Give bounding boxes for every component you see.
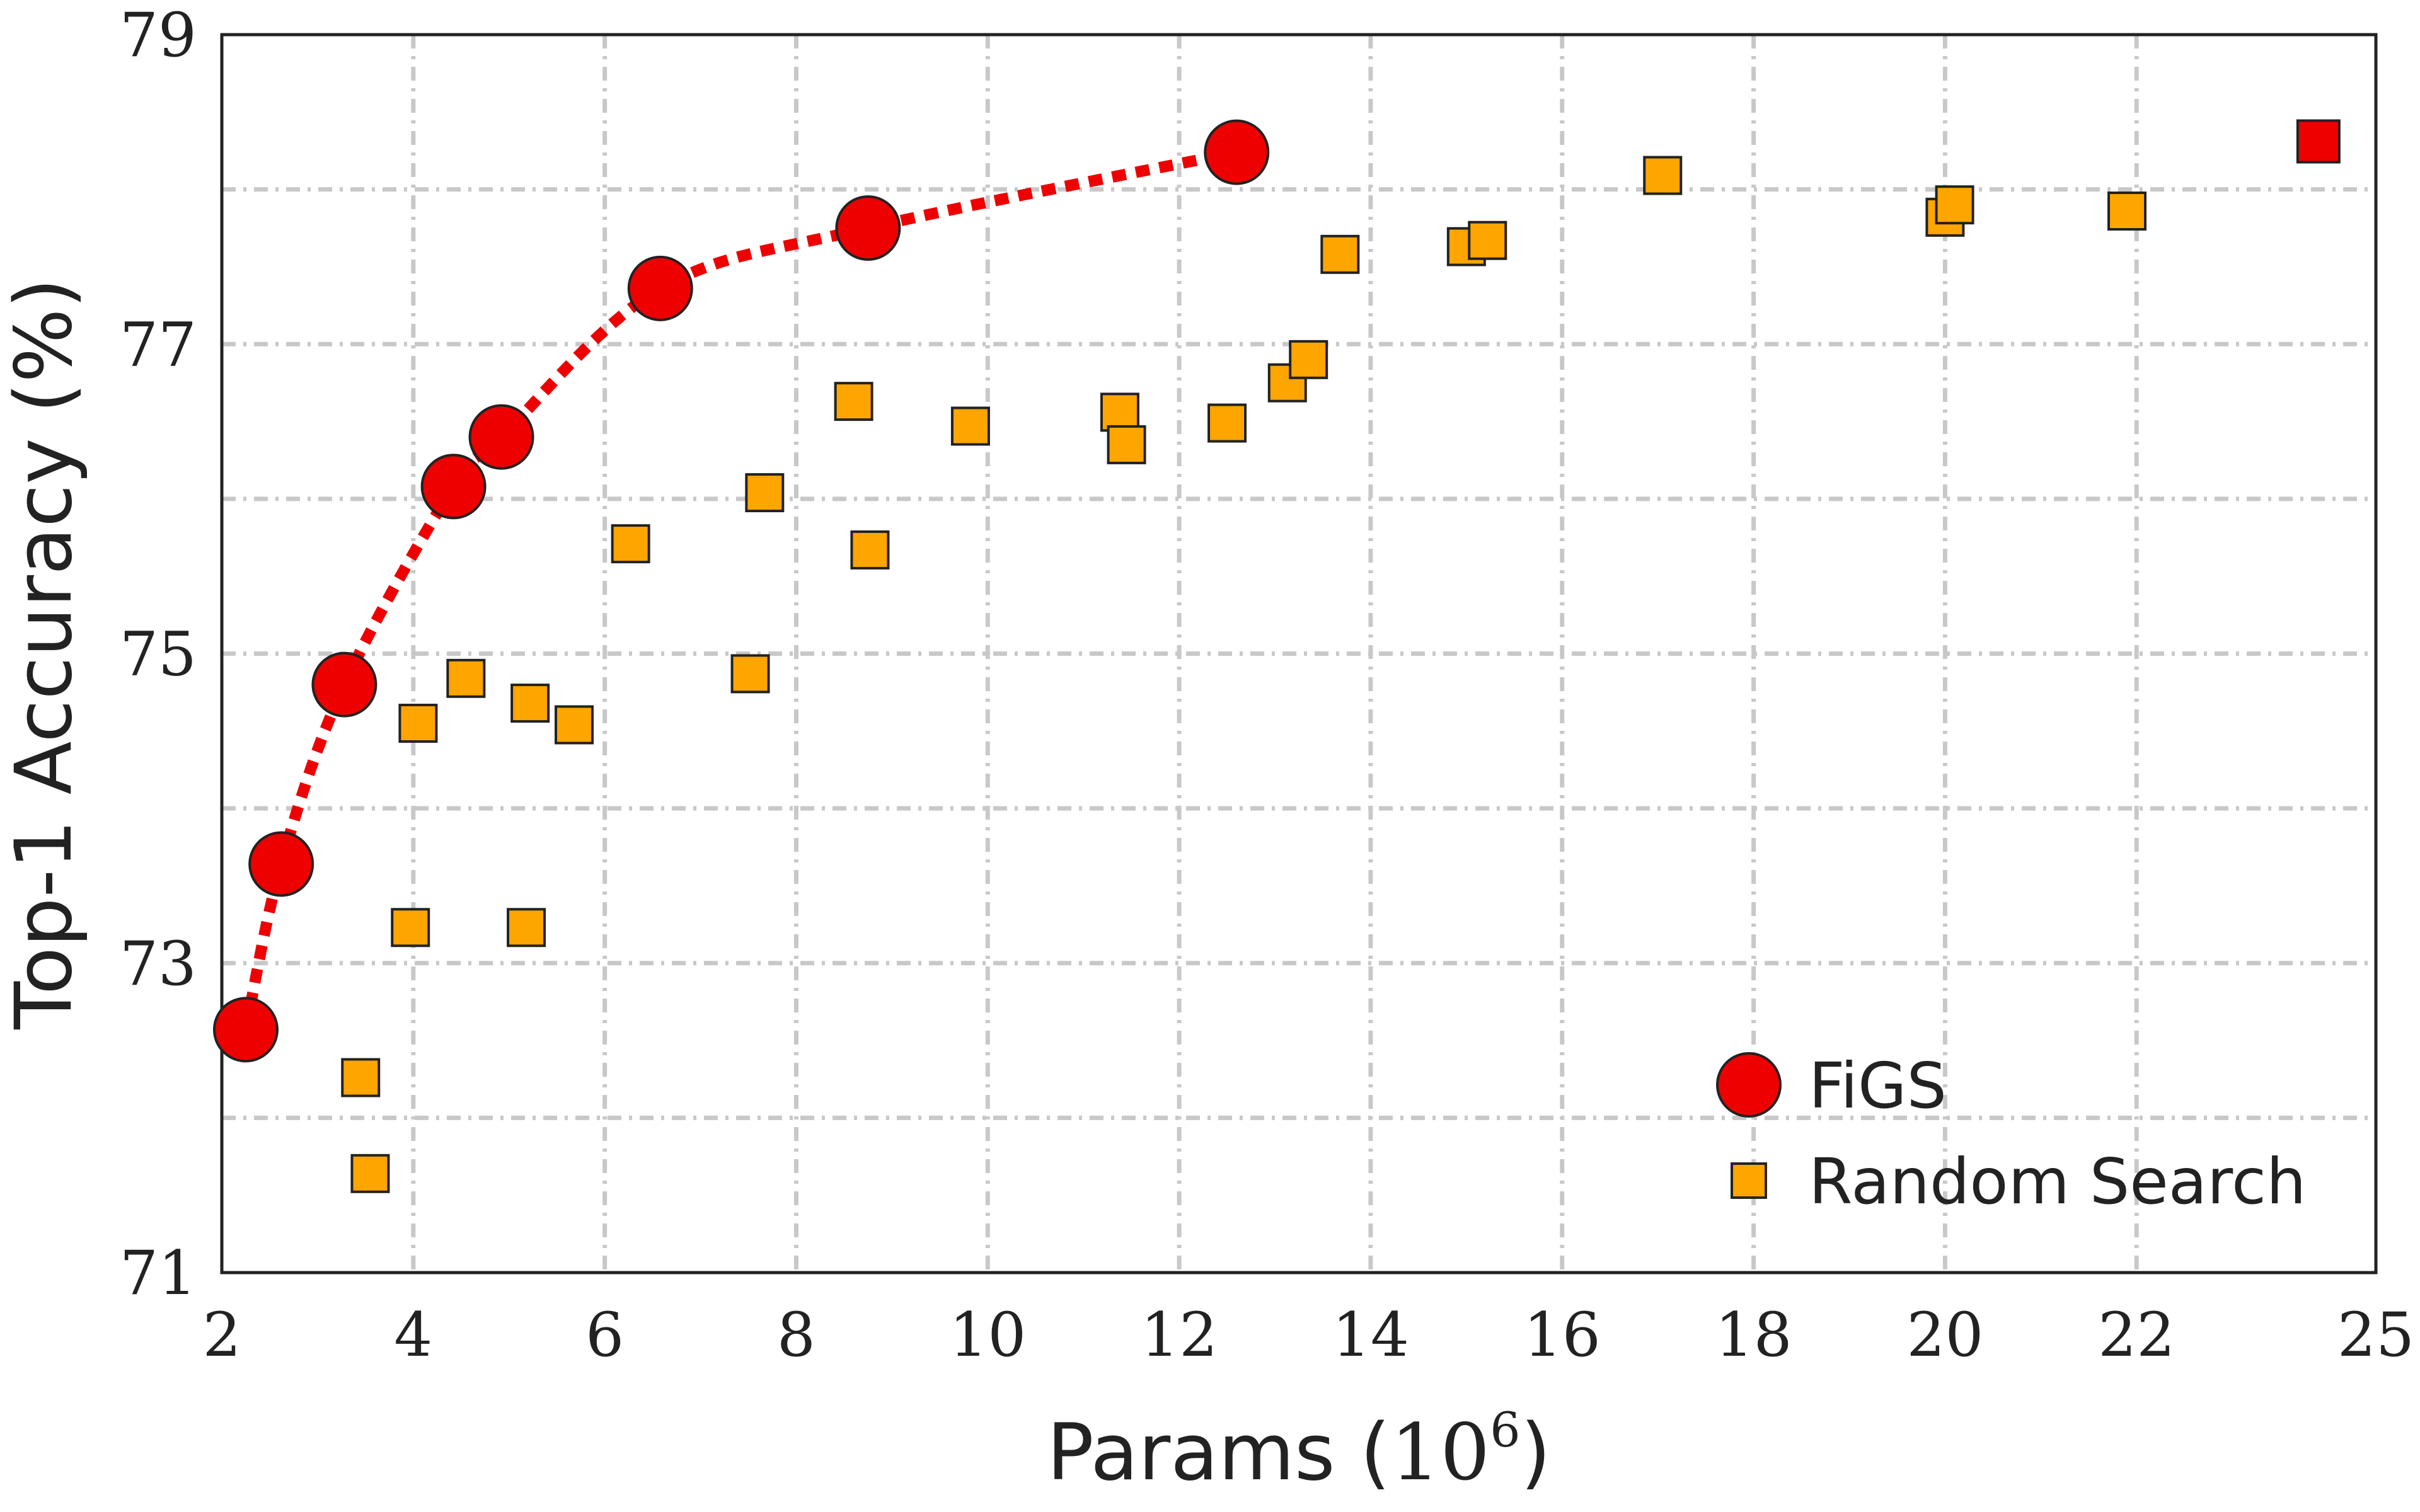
x-axis-title-base: 10 <box>1390 1407 1490 1498</box>
data-point <box>834 382 873 421</box>
x-tick-label: 12 <box>1141 1300 1218 1370</box>
y-tick-label: 75 <box>120 619 197 690</box>
x-axis-title-text: Params <box>1047 1407 1335 1498</box>
x-tick-label: 18 <box>1715 1300 1792 1370</box>
data-point <box>468 404 534 470</box>
y-tick-label: 77 <box>120 309 197 380</box>
data-point <box>850 530 890 570</box>
series-line <box>240 146 1238 1031</box>
x-tick-label: 4 <box>394 1300 432 1370</box>
series-0 <box>212 119 1270 1063</box>
x-tick-label: 10 <box>949 1300 1026 1370</box>
data-point <box>510 684 550 723</box>
x-tick-label: 25 <box>2337 1300 2414 1370</box>
y-tick-label: 71 <box>120 1238 197 1309</box>
plot-frame <box>220 33 2378 1274</box>
data-point <box>420 454 487 520</box>
data-point <box>350 1154 390 1193</box>
data-point <box>1100 392 1139 432</box>
data-point <box>1468 220 1507 260</box>
data-point <box>745 473 785 513</box>
data-point <box>1207 403 1247 443</box>
legend: FiGS Random Search <box>1716 1049 2306 1218</box>
series-1 <box>341 156 2147 1193</box>
x-tick-label: 16 <box>1524 1300 1601 1370</box>
data-point <box>446 658 486 698</box>
data-point <box>341 1058 381 1097</box>
x-tick-label: 2 <box>202 1300 241 1370</box>
series-2 <box>2296 119 2341 164</box>
data-point <box>1643 156 1683 195</box>
x-tick-labels: 2 4 6 8 10 12 14 16 18 20 22 25 <box>202 1300 2414 1370</box>
legend-label: Random Search <box>1809 1145 2306 1218</box>
data-point <box>1320 234 1360 274</box>
y-tick-label: 73 <box>120 929 197 999</box>
x-tick-label: 14 <box>1332 1300 1409 1370</box>
y-axis-title: Top-1 Accuracy (%) <box>0 278 89 1029</box>
x-tick-label: 22 <box>2098 1300 2175 1370</box>
data-point <box>507 908 546 948</box>
data-point <box>391 908 430 948</box>
x-tick-label: 6 <box>585 1300 624 1370</box>
data-point <box>2107 192 2147 231</box>
data-point <box>2296 119 2341 164</box>
legend-marker <box>1716 1052 1782 1118</box>
legend-marker <box>1731 1162 1767 1199</box>
data-point <box>1204 119 1270 185</box>
data-point <box>730 654 770 694</box>
y-tick-label: 79 <box>120 0 197 71</box>
data-point <box>950 406 990 446</box>
x-tick-label: 20 <box>1906 1300 1983 1370</box>
data-point <box>311 651 377 718</box>
x-tick-label: 8 <box>777 1300 815 1370</box>
data-point <box>212 997 279 1063</box>
data-point <box>627 255 693 321</box>
data-point <box>398 704 438 743</box>
data-point <box>1935 185 1974 225</box>
data-point <box>248 831 314 897</box>
data-point <box>1289 340 1328 379</box>
legend-label: FiGS <box>1809 1049 1947 1123</box>
x-axis-title-exponent: 6 <box>1490 1402 1520 1458</box>
data-point <box>835 195 901 261</box>
grid-lines <box>222 35 2376 1273</box>
x-axis-title: Params (106) <box>1047 1402 1551 1498</box>
data-point <box>611 524 650 564</box>
data-point <box>1107 425 1146 464</box>
data-point <box>555 705 594 745</box>
data-marks <box>212 119 2341 1193</box>
y-tick-labels: 71 73 75 77 79 <box>120 0 197 1309</box>
